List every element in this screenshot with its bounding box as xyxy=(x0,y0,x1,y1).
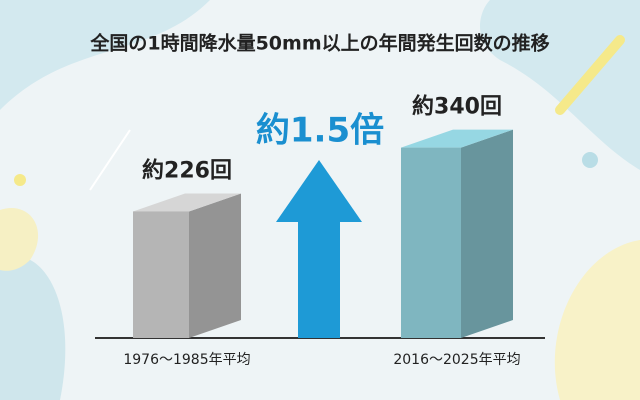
bar-front xyxy=(133,211,189,338)
decor-blob xyxy=(0,0,210,110)
x-tick-label: 1976〜1985年平均 xyxy=(123,352,250,368)
bar xyxy=(401,129,513,338)
decor-stroke xyxy=(89,129,131,191)
x-tick-label: 2016〜2025年平均 xyxy=(393,352,520,368)
decor-dot xyxy=(582,152,598,168)
bar xyxy=(133,193,241,338)
bar-side xyxy=(461,129,513,338)
annotation: 約1.5倍 xyxy=(256,111,384,151)
value-label: 約340回 xyxy=(412,94,502,120)
decor-blob xyxy=(0,208,39,271)
value-label: 約226回 xyxy=(142,157,232,183)
bar-side xyxy=(189,193,241,338)
arrow xyxy=(276,160,362,338)
decor-blob xyxy=(0,256,66,400)
bar-top xyxy=(133,193,241,212)
decor-dot xyxy=(14,174,26,186)
decor-blob xyxy=(480,0,640,170)
decor-stroke xyxy=(555,35,625,115)
arrow-head xyxy=(276,160,362,222)
chart-title: 全国の1時間降水量50mm以上の年間発生回数の推移 xyxy=(89,32,549,55)
bar-top xyxy=(401,129,513,148)
decor-blob xyxy=(554,240,640,400)
bar-front xyxy=(401,147,461,338)
arrow-shaft xyxy=(298,220,340,338)
